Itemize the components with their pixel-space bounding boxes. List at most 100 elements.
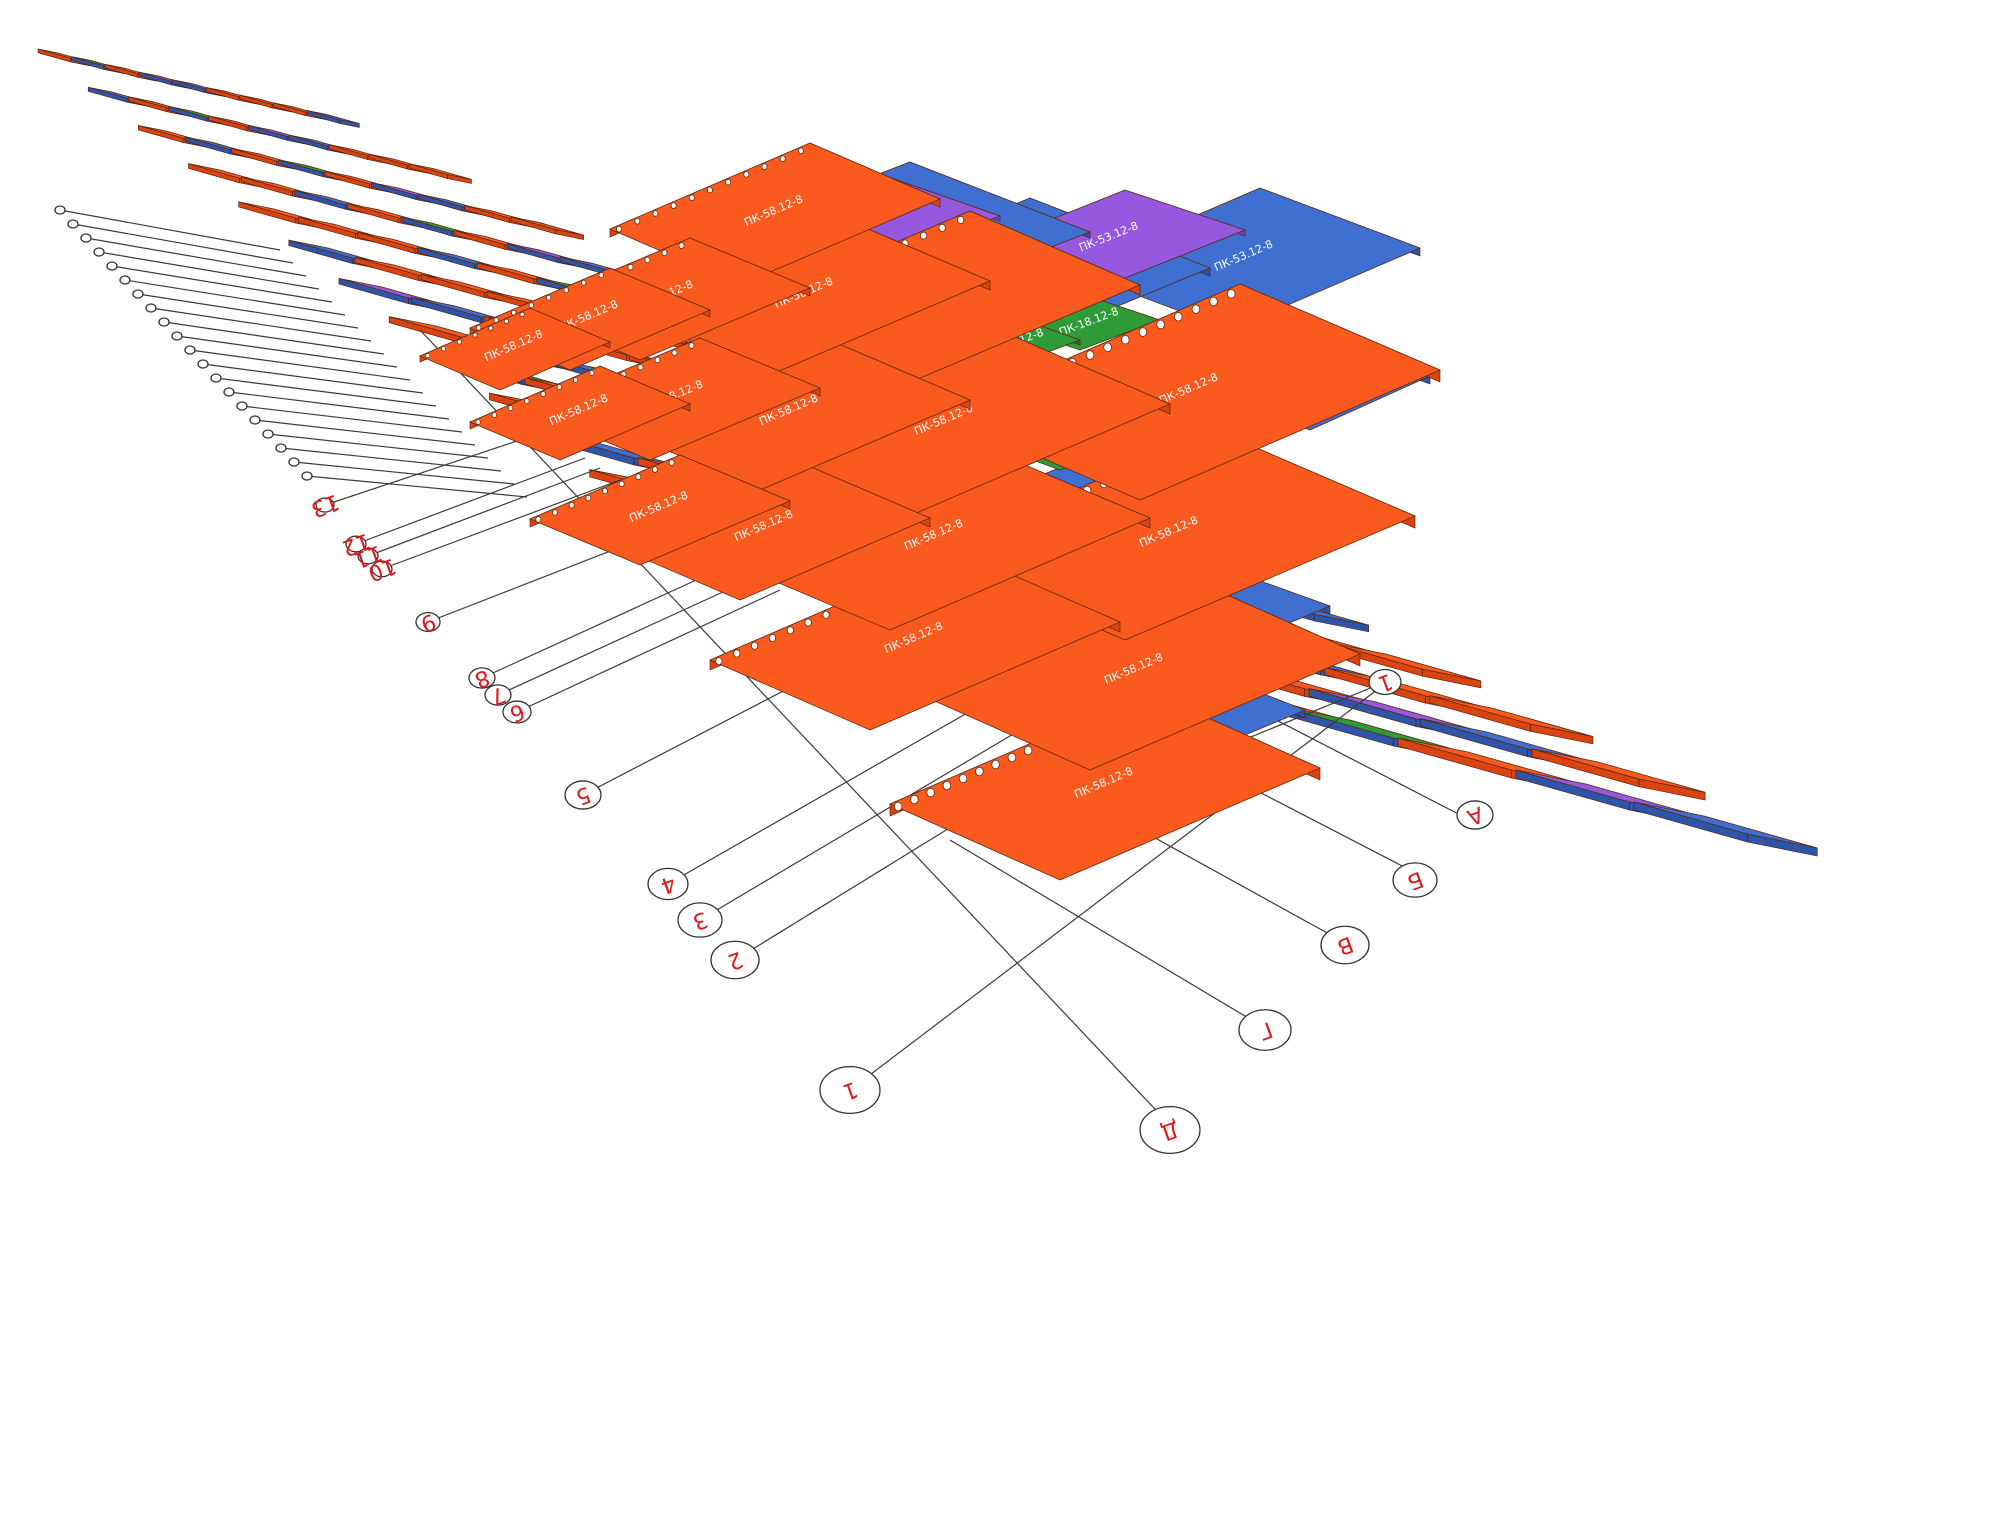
- slab-top: [1324, 666, 1489, 709]
- far-slab: [1531, 748, 1706, 801]
- axis-line-13: [324, 429, 551, 506]
- axis-line-Г: [949, 839, 1261, 1026]
- hollow-core: [1023, 745, 1033, 756]
- axis-bubble: [677, 902, 723, 938]
- far-axis-line: [176, 335, 398, 368]
- axis-marker-1: 1: [819, 1065, 881, 1115]
- hollow-core: [634, 217, 641, 225]
- far-axis-bubble: [197, 359, 209, 369]
- hollow-core: [503, 318, 510, 324]
- far-slab: [1429, 695, 1594, 745]
- axis-marker-А: А: [1456, 800, 1494, 830]
- slab-orange-16: ПК-58.12-8: [468, 365, 692, 461]
- axis-bubble: [345, 535, 367, 553]
- hollow-core: [670, 202, 677, 209]
- hollow-core: [488, 325, 494, 331]
- hollow-core: [1226, 289, 1236, 299]
- hollow-core: [1173, 312, 1183, 322]
- hollow-core: [637, 363, 644, 371]
- axis-bubble: [502, 700, 532, 724]
- axis-bubble: [484, 684, 512, 706]
- slab-top: [306, 110, 360, 125]
- hollow-core: [768, 634, 777, 643]
- slab-top: [468, 365, 692, 461]
- hollow-core: [957, 215, 965, 224]
- hollow-core: [926, 787, 935, 798]
- axis-line-1: [849, 679, 1391, 1091]
- hollow-core: [540, 391, 546, 397]
- axis-marker-Б: Б: [1392, 862, 1438, 898]
- far-axis-line: [306, 475, 528, 498]
- axis-marker-2: 2: [710, 940, 760, 980]
- far-axis-line: [189, 349, 411, 381]
- axis-marker-7: 7: [484, 681, 512, 709]
- axis-line-Д: [419, 329, 1171, 1126]
- far-axis-line: [280, 447, 502, 472]
- hollow-core: [715, 657, 723, 666]
- hollow-core: [668, 459, 675, 466]
- far-axis-bubble: [158, 317, 170, 327]
- far-axis-line: [111, 265, 333, 303]
- far-axis-bubble: [262, 429, 274, 439]
- far-axis-bubble: [119, 275, 131, 285]
- hollow-core: [528, 302, 534, 309]
- axis-bubble: [415, 611, 441, 633]
- axis-bubble: [1392, 862, 1438, 898]
- hollow-core: [919, 231, 928, 240]
- slab-top: [1397, 737, 1582, 785]
- hollow-core: [616, 225, 623, 233]
- slab-top: [418, 307, 612, 391]
- hollow-core: [556, 384, 563, 390]
- axis-bubble: [315, 497, 335, 513]
- axis-marker-8: 8: [468, 664, 496, 692]
- slab-edge: [411, 296, 482, 324]
- far-axis-line: [293, 461, 515, 485]
- hollow-core: [602, 487, 608, 495]
- far-axis-line: [98, 251, 320, 290]
- hollow-core: [725, 178, 732, 186]
- far-axis-line: [267, 433, 489, 459]
- grid-axes: [59, 209, 1471, 1126]
- axis-marker-3: 3: [677, 902, 723, 938]
- axis-line-11: [367, 467, 601, 557]
- axis-bubble: [468, 667, 496, 689]
- far-axis-bubble: [54, 205, 66, 215]
- far-axis-bubble: [288, 457, 300, 467]
- hollow-core: [1007, 752, 1017, 763]
- hollow-core: [751, 641, 759, 650]
- axis-bubble: [819, 1065, 881, 1115]
- hollow-core: [644, 256, 651, 264]
- slab-top: [528, 454, 792, 566]
- hollow-core: [572, 377, 579, 383]
- hollow-core: [1121, 334, 1130, 345]
- hollow-core: [472, 332, 478, 338]
- hollow-core: [456, 339, 462, 345]
- hollow-core: [1191, 304, 1201, 314]
- far-axis-bubble: [80, 233, 92, 243]
- far-slab: [306, 110, 360, 128]
- far-axis-line: [59, 209, 281, 251]
- axis-bubble: [564, 780, 602, 810]
- axis-bubble: [647, 867, 689, 901]
- axis-marker-Г: Г: [1238, 1009, 1292, 1051]
- hollow-core: [743, 171, 750, 178]
- hollow-core: [425, 352, 431, 359]
- far-axis-line: [72, 223, 294, 264]
- axis-line-10: [381, 479, 621, 570]
- slab-top: [1515, 769, 1700, 817]
- slab-orange-18: ПК-58.12-8: [418, 307, 612, 391]
- hollow-core: [942, 780, 952, 791]
- hollow-core: [1209, 296, 1218, 307]
- slab-edge: [338, 277, 409, 305]
- far-axis-bubble: [236, 401, 248, 411]
- hollow-core: [991, 759, 1000, 770]
- axis-bubble: [1320, 925, 1370, 965]
- axis-line-12: [355, 457, 586, 545]
- hollow-core: [661, 249, 668, 257]
- slab-top: [1308, 688, 1483, 733]
- hollow-core: [568, 501, 575, 509]
- far-axis-bubble: [301, 471, 313, 481]
- hollow-core: [910, 794, 919, 805]
